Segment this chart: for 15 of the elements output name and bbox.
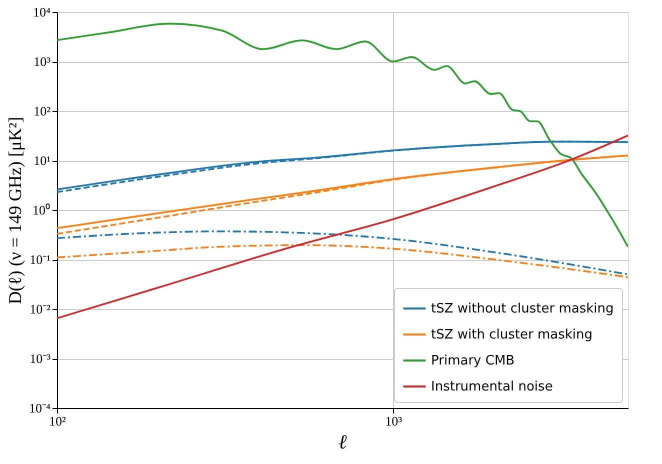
y-tick-label: 10⁴	[32, 4, 51, 20]
legend-label: Primary CMB	[431, 354, 515, 368]
y-tick-label: 10⁻¹	[30, 252, 51, 267]
y-tick-label: 10⁻⁴	[28, 400, 51, 416]
legend-label: tSZ with cluster masking	[431, 328, 592, 342]
y-tick-label: 10¹	[34, 153, 51, 168]
legend-label: Instrumental noise	[431, 380, 553, 394]
y-tick-label: 10⁻²	[30, 302, 51, 316]
y-axis-title: D(ℓ) (ν = 149 GHz) [μK²]	[4, 116, 25, 304]
y-tick-label: 10³	[34, 54, 51, 69]
y-tick-label: 10⁻³	[30, 351, 51, 366]
y-tick-label: 10⁰	[32, 202, 50, 218]
x-axis-title: ℓ	[338, 432, 348, 454]
legend-label: tSZ without cluster masking	[431, 302, 614, 316]
y-tick-label: 10²	[34, 104, 51, 118]
